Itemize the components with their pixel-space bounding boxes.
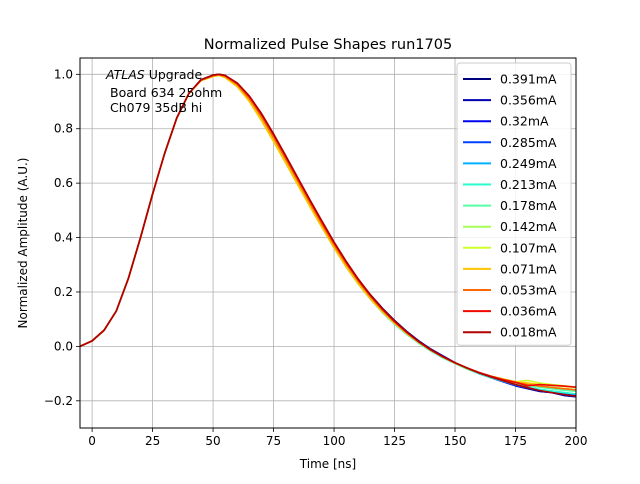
plot-frame: [79, 57, 577, 429]
legend-label: 0.178mA: [500, 198, 557, 213]
y-tick-label: −0.2: [44, 394, 73, 408]
x-tick-label: 175: [504, 434, 527, 448]
chart-title: Normalized Pulse Shapes run1705: [204, 37, 452, 53]
x-axis-label: Time [ns]: [299, 457, 356, 471]
y-tick-label: 0.6: [54, 176, 73, 190]
x-tick-label: 50: [205, 434, 220, 448]
series-line: [80, 73, 576, 397]
annotation-upgrade: Upgrade: [145, 67, 203, 82]
legend-label: 0.285mA: [500, 135, 557, 150]
legend-label: 0.142mA: [500, 219, 557, 234]
legend: 0.391mA 0.356mA 0.32mA 0.285mA 0.249mA 0.213m…: [456, 62, 572, 346]
legend-label: 0.018mA: [500, 325, 557, 340]
x-tick-label: 75: [266, 434, 281, 448]
annotation-line-2: Board 634 25ohm: [110, 85, 222, 100]
x-tick-label: 200: [565, 434, 588, 448]
atlas-label: ATLAS: [105, 67, 145, 82]
annotation-line-1: ATLAS Upgrade: [105, 67, 202, 82]
series-lines: [80, 73, 576, 398]
legend-box: [456, 62, 572, 346]
y-tick-label: 1.0: [54, 67, 73, 81]
annotation-line-3: Ch079 35dB hi: [110, 100, 202, 115]
atlas-annotation: ATLAS Upgrade Board 634 25ohm Ch079 35dB…: [105, 67, 222, 115]
legend-label: 0.036mA: [500, 304, 557, 319]
y-tick-label: 0.2: [54, 285, 73, 299]
legend-label: 0.213mA: [500, 177, 557, 192]
y-tick-label: 0.0: [54, 339, 73, 353]
legend-label: 0.356mA: [500, 93, 557, 108]
x-tick-label: 100: [323, 434, 346, 448]
y-axis-label: Normalized Amplitude (A.U.): [16, 158, 30, 329]
axis-ticks: 0 25 50 75 100 125 150 175 200 −0.2 0.0 0.2 0.4 0.6 0.…: [44, 67, 588, 448]
x-tick-label: 150: [444, 434, 467, 448]
x-tick-label: 125: [383, 434, 406, 448]
legend-label: 0.249mA: [500, 156, 557, 171]
x-tick-label: 25: [145, 434, 160, 448]
y-tick-label: 0.8: [54, 122, 73, 136]
legend-label: 0.071mA: [500, 261, 557, 276]
legend-label: 0.32mA: [500, 114, 549, 129]
legend-label: 0.053mA: [500, 283, 557, 298]
legend-label: 0.391mA: [500, 72, 557, 87]
x-tick-label: 0: [88, 434, 96, 448]
y-tick-label: 0.4: [54, 231, 73, 245]
legend-label: 0.107mA: [500, 240, 557, 255]
